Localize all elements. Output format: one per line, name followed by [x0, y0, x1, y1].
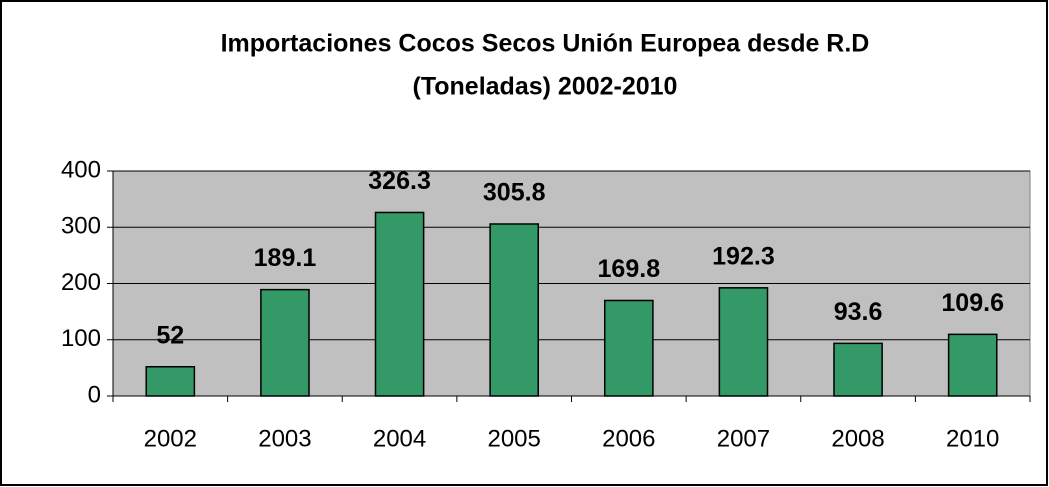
y-tick-label: 200	[61, 269, 101, 296]
y-tick-label: 100	[61, 325, 101, 352]
x-tick-label: 2004	[373, 425, 426, 452]
bar	[718, 287, 769, 397]
bar	[145, 366, 196, 397]
x-tick-label: 2002	[144, 425, 197, 452]
data-label: 326.3	[368, 167, 431, 195]
x-tick-label: 2007	[717, 425, 770, 452]
chart-title: Importaciones Cocos Secos Unión Europea …	[221, 30, 870, 58]
bar	[374, 211, 425, 397]
data-label: 169.8	[598, 255, 661, 283]
chart-subtitle: (Toneladas) 2002-2010	[413, 73, 678, 101]
bar	[260, 288, 310, 397]
bar	[603, 299, 654, 397]
x-tick-label: 2008	[831, 425, 884, 452]
data-label: 109.6	[941, 289, 1004, 317]
bar	[489, 223, 540, 397]
x-tick-label: 2006	[602, 425, 655, 452]
bar	[833, 342, 883, 397]
data-label: 93.6	[834, 298, 883, 326]
x-tick-label: 2010	[946, 425, 999, 452]
y-tick-label: 400	[61, 156, 101, 183]
data-label: 52	[156, 321, 184, 349]
data-label: 189.1	[254, 244, 317, 272]
y-tick-label: 300	[61, 213, 101, 240]
y-tick-label: 0	[88, 381, 101, 408]
data-label: 305.8	[483, 179, 546, 207]
data-label: 192.3	[712, 242, 775, 270]
x-tick-label: 2003	[258, 425, 311, 452]
bar	[947, 333, 998, 397]
x-tick-label: 2005	[487, 425, 540, 452]
